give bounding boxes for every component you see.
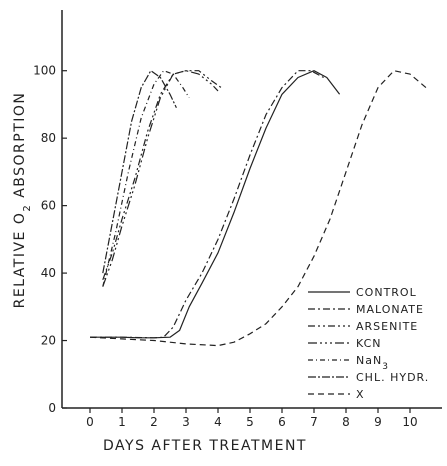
x-tick-label: 1 — [118, 415, 126, 429]
y-axis-title-subscript: 2 — [22, 204, 33, 212]
legend-label-text: NaN — [356, 354, 382, 367]
legend-label-text: X — [356, 388, 365, 401]
y-tick-label: 20 — [41, 334, 56, 348]
y-tick-label: 60 — [41, 199, 56, 213]
x-tick-label: 4 — [214, 415, 222, 429]
axes — [61, 10, 442, 409]
series-line — [102, 70, 219, 287]
x-tick-label: 6 — [278, 415, 286, 429]
legend-label-text: CONTROL — [356, 286, 417, 299]
legend-label-text: MALONATE — [356, 303, 424, 316]
series-line — [102, 70, 177, 274]
legend-label: ARSENITE — [356, 320, 418, 333]
x-tick-label: 3 — [182, 415, 190, 429]
series-line — [90, 70, 324, 339]
legend-label: CONTROL — [356, 286, 417, 299]
legend-label: X — [356, 388, 365, 401]
tick-layer: 0 20 40 60 80 100 0 1 2 3 4 5 6 7 8 9 10 — [33, 64, 418, 429]
x-tick-label: 7 — [310, 415, 318, 429]
y-tick-label: 0 — [48, 401, 56, 415]
series-line — [102, 70, 190, 287]
legend-label-text: ARSENITE — [356, 320, 418, 333]
legend-label: MALONATE — [356, 303, 424, 316]
legend-label-text: CHL. HYDR. — [356, 371, 429, 384]
x-tick-label: 10 — [402, 415, 417, 429]
series-line — [89, 70, 427, 347]
legend-label: KCN — [356, 337, 382, 350]
series-line — [90, 70, 341, 339]
legend-label-subscript: 3 — [382, 362, 389, 372]
y-axis-title: RELATIVE O2 ABSORPTION — [12, 92, 33, 309]
y-tick-label: 40 — [41, 266, 56, 280]
y-tick-label: 100 — [33, 64, 56, 78]
x-axis-title: DAYS AFTER TREATMENT — [103, 438, 307, 454]
x-tick-label: 2 — [150, 415, 158, 429]
y-tick-label: 80 — [41, 131, 56, 145]
y-axis-title-part: ABSORPTION — [12, 92, 28, 204]
series-line — [102, 70, 222, 281]
legend-label: NaN3 — [356, 354, 389, 372]
x-tick-label: 8 — [342, 415, 350, 429]
series-layer — [89, 70, 427, 347]
x-tick-label: 5 — [246, 415, 254, 429]
legend-label-text: KCN — [356, 337, 382, 350]
x-tick-label: 9 — [374, 415, 382, 429]
x-tick-label: 0 — [86, 415, 94, 429]
legend-label: CHL. HYDR. — [356, 371, 429, 384]
y-axis-title-part: RELATIVE O — [12, 212, 28, 309]
